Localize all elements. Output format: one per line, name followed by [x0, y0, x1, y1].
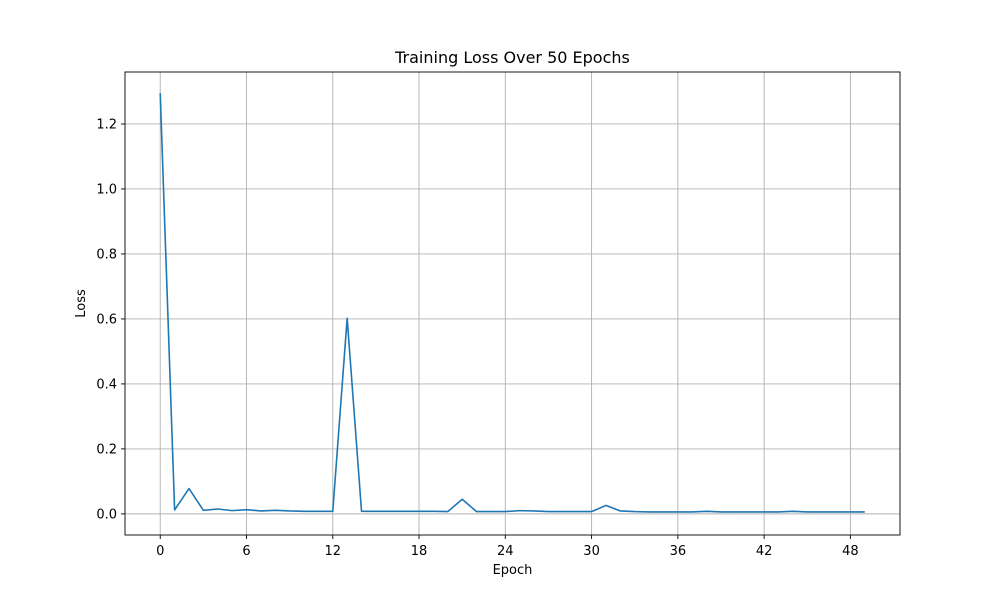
axes-frame: [124, 71, 901, 536]
line-layer: [159, 93, 865, 513]
x-tick-label: 30: [583, 544, 600, 559]
tick-layer: 0 6 12 18 24 30 36 42 48 0.0 0.2 0.4 0.6 0.8 1.0 1.2: [96, 117, 858, 559]
y-tick-label: 0.6: [96, 312, 117, 327]
x-axis-label: Epoch: [493, 563, 533, 578]
chart-title: Training Loss Over 50 Epochs: [394, 48, 630, 67]
x-tick-label: 42: [756, 544, 773, 559]
x-tick-label: 36: [670, 544, 687, 559]
y-tick-label: 0.4: [96, 377, 117, 392]
y-tick-label: 0.2: [96, 442, 117, 457]
grid-layer: [125, 72, 900, 535]
y-tick-label: 1.0: [96, 182, 117, 197]
loss-series-line: [159, 93, 865, 513]
x-tick-label: 24: [497, 544, 514, 559]
x-tick-label: 18: [411, 544, 428, 559]
x-tick-label: 48: [842, 544, 859, 559]
y-axis-label: Loss: [74, 289, 89, 318]
y-tick-label: 0.0: [96, 507, 117, 522]
y-tick-label: 1.2: [96, 117, 117, 132]
x-tick-label: 0: [156, 544, 164, 559]
x-tick-label: 12: [324, 544, 341, 559]
x-tick-label: 6: [242, 544, 250, 559]
y-tick-label: 0.8: [96, 247, 117, 262]
